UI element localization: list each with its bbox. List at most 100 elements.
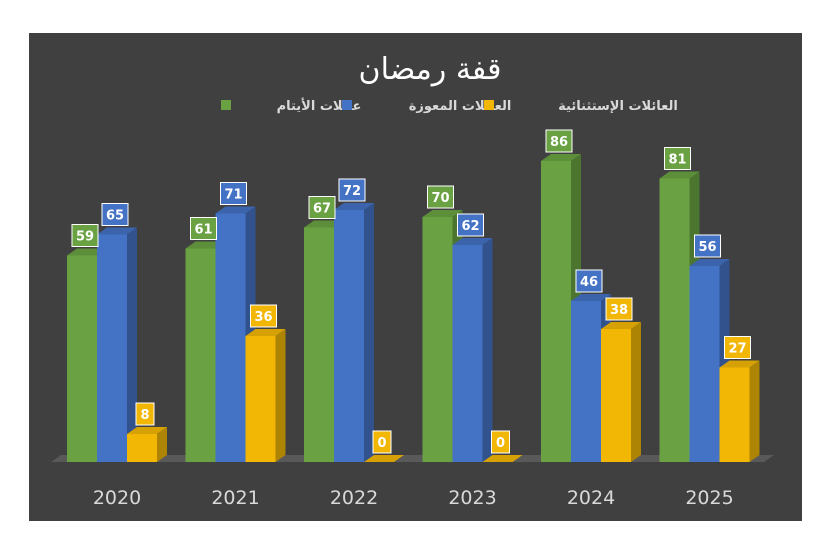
bar-2020-series-3	[127, 427, 167, 462]
x-tick-2020: 2020	[93, 487, 141, 509]
bar-side	[127, 227, 137, 462]
data-label-box	[664, 147, 691, 170]
bar-2020-series-2	[97, 227, 137, 462]
bar-front	[127, 434, 157, 462]
data-label-2021-series-1: 61	[190, 217, 217, 240]
bar-2022-series-3	[364, 455, 404, 462]
bar-top	[245, 329, 286, 336]
data-label-2024-series-2: 46	[575, 269, 603, 293]
data-label-box	[491, 430, 510, 454]
data-label-2024-series-3: 38	[605, 297, 633, 321]
data-label-box	[605, 297, 633, 321]
x-tick-2022: 2022	[330, 487, 378, 509]
bar-front	[571, 301, 601, 462]
data-label-2025-series-2: 56	[694, 234, 721, 258]
bar-top	[482, 455, 523, 462]
data-label-2023-series-1: 70	[427, 185, 454, 209]
data-label-2020-series-1: 59	[71, 224, 99, 247]
data-label-2022-series-3: 0	[372, 430, 392, 454]
legend-label-3: العائلات الإستثنائية	[558, 99, 678, 114]
legend-label-2: العائلات المعوزة	[409, 99, 512, 114]
data-label-text: 61	[194, 223, 212, 238]
data-label-box	[250, 304, 277, 328]
data-label-text: 65	[106, 209, 124, 224]
x-tick-2021: 2021	[211, 487, 259, 509]
bar-top	[452, 238, 493, 245]
data-label-text: 0	[377, 436, 386, 451]
data-label-2023-series-2: 62	[457, 213, 484, 237]
bar-2023-series-3	[482, 455, 523, 462]
bar-top	[215, 206, 256, 214]
bar-front	[719, 367, 750, 462]
bar-front	[97, 234, 127, 462]
data-label-2025-series-3: 27	[724, 336, 751, 359]
bar-side	[157, 427, 167, 462]
bar-front	[334, 210, 364, 462]
bar-top	[659, 171, 700, 179]
x-tick-2025: 2025	[685, 487, 733, 509]
data-label-box	[308, 196, 336, 219]
chart-title: قفة رمضان	[359, 52, 502, 87]
bar-top	[364, 455, 404, 462]
data-label-2023-series-3: 0	[491, 430, 510, 454]
bar-2024-series-3	[601, 322, 641, 462]
chart-canvas: قفة رمضان عائلات الأيتام العائلات المعوزة…	[51, 52, 774, 509]
bar-front	[304, 227, 334, 462]
data-label-box	[724, 336, 751, 359]
legend-swatch-1	[221, 100, 231, 110]
data-label-text: 27	[728, 342, 746, 357]
bar-top	[97, 227, 137, 235]
bar-front	[541, 161, 571, 462]
data-labels: 59 65 8 61 71 36 67 72 0 70 62 0 86 46 38 81 56 27	[71, 129, 751, 454]
data-label-2021-series-2: 71	[220, 182, 247, 205]
data-label-box	[457, 213, 484, 237]
data-label-box	[71, 224, 99, 247]
data-label-2020-series-2: 65	[101, 203, 129, 226]
data-label-box	[427, 185, 454, 209]
data-label-text: 67	[313, 202, 331, 217]
bar-front	[215, 213, 246, 462]
data-label-text: 46	[580, 275, 598, 290]
bar-top	[689, 259, 730, 266]
data-label-2021-series-3: 36	[250, 304, 277, 328]
bar-top	[541, 154, 581, 161]
bar-2022-series-2	[334, 203, 374, 462]
bar-2021-series-3	[245, 329, 286, 462]
bar-side	[482, 238, 493, 462]
data-label-text: 81	[668, 153, 686, 168]
legend-swatch-2	[342, 100, 352, 110]
legend-swatch-3	[484, 100, 494, 110]
bar-2025-series-3	[719, 360, 760, 462]
data-label-2020-series-3: 8	[135, 402, 155, 426]
bars	[67, 154, 760, 462]
data-label-2024-series-1: 86	[545, 129, 573, 153]
bar-front	[601, 329, 631, 462]
bar-2021-series-2	[215, 206, 256, 462]
bar-2023-series-2	[452, 238, 493, 462]
bar-side	[631, 322, 641, 462]
data-label-text: 62	[461, 219, 479, 234]
bar-top	[571, 294, 611, 301]
bar-front	[659, 178, 690, 462]
data-label-box	[575, 269, 603, 293]
chart-area: قفة رمضان عائلات الأيتام العائلات المعوزة…	[29, 33, 802, 521]
data-label-box	[372, 430, 392, 454]
data-label-2022-series-2: 72	[338, 178, 366, 202]
data-label-2025-series-1: 81	[664, 147, 691, 170]
data-label-text: 59	[76, 230, 94, 245]
data-label-2022-series-1: 67	[308, 196, 336, 219]
data-label-box	[694, 234, 721, 258]
legend-label-1: عائلات الأيتام	[277, 97, 362, 114]
bar-top	[127, 427, 167, 434]
bar-top	[422, 210, 463, 217]
bar-side	[749, 360, 760, 462]
bar-side	[364, 203, 374, 462]
bar-front	[422, 217, 453, 462]
data-label-box	[101, 203, 129, 226]
data-label-text: 86	[550, 135, 568, 150]
data-label-text: 0	[496, 436, 505, 451]
x-axis-ticks: 2020 2021 2022 2023 2024 2025	[93, 487, 734, 509]
data-label-text: 70	[431, 191, 449, 206]
data-label-text: 38	[610, 303, 628, 318]
bar-front	[245, 336, 276, 462]
